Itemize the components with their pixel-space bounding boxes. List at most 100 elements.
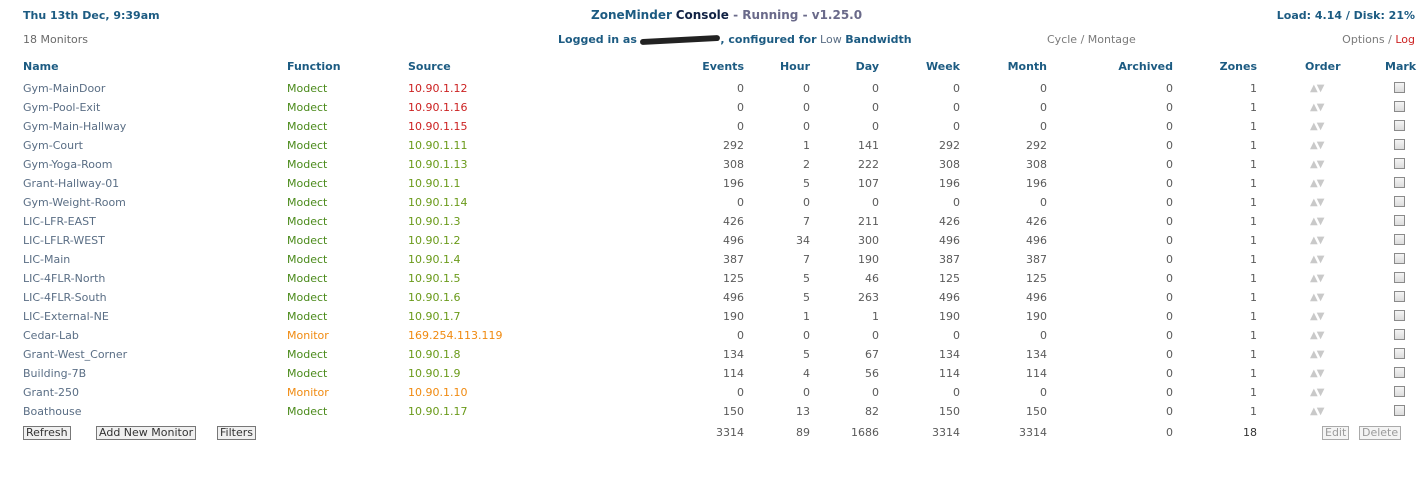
- cell-month[interactable]: 0: [1040, 329, 1047, 342]
- cell-hour[interactable]: 0: [803, 196, 810, 209]
- total-week[interactable]: 3314: [932, 426, 960, 439]
- cell-events[interactable]: 190: [723, 310, 744, 323]
- cell-month[interactable]: 150: [1026, 405, 1047, 418]
- edit-button[interactable]: Edit: [1322, 426, 1350, 440]
- cell-month[interactable]: 125: [1026, 272, 1047, 285]
- mark-checkbox[interactable]: [1394, 348, 1405, 359]
- cell-events[interactable]: 196: [723, 177, 744, 190]
- cell-hour[interactable]: 5: [803, 272, 810, 285]
- monitor-name-link[interactable]: LIC-LFLR-WEST: [23, 234, 105, 247]
- monitor-function-link[interactable]: Modect: [287, 196, 328, 209]
- cell-day[interactable]: 82: [865, 405, 879, 418]
- total-hour[interactable]: 89: [796, 426, 810, 439]
- cell-hour[interactable]: 0: [803, 82, 810, 95]
- cell-zones[interactable]: 1: [1250, 196, 1257, 209]
- cell-archived[interactable]: 0: [1166, 82, 1173, 95]
- cell-day[interactable]: 1: [872, 310, 879, 323]
- version-link[interactable]: v1.25.0: [811, 8, 863, 22]
- cell-zones[interactable]: 1: [1250, 329, 1257, 342]
- add-new-monitor-button[interactable]: Add New Monitor: [96, 426, 197, 440]
- monitor-name-link[interactable]: LIC-4FLR-North: [23, 272, 106, 285]
- monitor-name-link[interactable]: Cedar-Lab: [23, 329, 79, 342]
- mark-checkbox[interactable]: [1394, 139, 1405, 150]
- cell-day[interactable]: 263: [858, 291, 879, 304]
- monitor-name-link[interactable]: Gym-Pool-Exit: [23, 101, 101, 114]
- mark-checkbox[interactable]: [1394, 158, 1405, 169]
- mark-checkbox[interactable]: [1394, 120, 1405, 131]
- cell-week[interactable]: 196: [939, 177, 960, 190]
- cell-day[interactable]: 107: [858, 177, 879, 190]
- order-arrows[interactable]: ▲▼: [1310, 387, 1324, 398]
- cell-day[interactable]: 0: [872, 386, 879, 399]
- cell-zones[interactable]: 1: [1250, 234, 1257, 247]
- monitor-function-link[interactable]: Modect: [287, 291, 328, 304]
- run-state-link[interactable]: Running: [742, 8, 799, 22]
- cell-hour[interactable]: 0: [803, 329, 810, 342]
- monitor-source-link[interactable]: 169.254.113.119: [408, 329, 503, 342]
- cycle-link[interactable]: Cycle: [1047, 33, 1078, 46]
- order-arrows[interactable]: ▲▼: [1310, 159, 1324, 170]
- cell-archived[interactable]: 0: [1166, 386, 1173, 399]
- cell-zones[interactable]: 1: [1250, 139, 1257, 152]
- monitor-source-link[interactable]: 10.90.1.4: [408, 253, 461, 266]
- cell-week[interactable]: 0: [953, 196, 960, 209]
- cell-day[interactable]: 0: [872, 196, 879, 209]
- cell-month[interactable]: 0: [1040, 82, 1047, 95]
- monitor-name-link[interactable]: Gym-Main-Hallway: [23, 120, 127, 133]
- monitor-function-link[interactable]: Modect: [287, 348, 328, 361]
- cell-archived[interactable]: 0: [1166, 101, 1173, 114]
- cell-zones[interactable]: 1: [1250, 101, 1257, 114]
- monitor-source-link[interactable]: 10.90.1.13: [408, 158, 468, 171]
- mark-checkbox[interactable]: [1394, 253, 1405, 264]
- total-archived[interactable]: 0: [1166, 426, 1173, 439]
- mark-checkbox[interactable]: [1394, 329, 1405, 340]
- monitor-source-link[interactable]: 10.90.1.12: [408, 82, 468, 95]
- mark-checkbox[interactable]: [1394, 196, 1405, 207]
- cell-zones[interactable]: 1: [1250, 405, 1257, 418]
- cell-archived[interactable]: 0: [1166, 196, 1173, 209]
- order-arrows[interactable]: ▲▼: [1310, 140, 1324, 151]
- cell-week[interactable]: 308: [939, 158, 960, 171]
- cell-month[interactable]: 496: [1026, 234, 1047, 247]
- cell-events[interactable]: 0: [737, 386, 744, 399]
- monitor-source-link[interactable]: 10.90.1.11: [408, 139, 468, 152]
- cell-archived[interactable]: 0: [1166, 215, 1173, 228]
- cell-zones[interactable]: 1: [1250, 348, 1257, 361]
- cell-zones[interactable]: 1: [1250, 215, 1257, 228]
- cell-week[interactable]: 0: [953, 101, 960, 114]
- cell-hour[interactable]: 5: [803, 177, 810, 190]
- cell-hour[interactable]: 1: [803, 139, 810, 152]
- cell-month[interactable]: 0: [1040, 120, 1047, 133]
- order-arrows[interactable]: ▲▼: [1310, 83, 1324, 94]
- order-arrows[interactable]: ▲▼: [1310, 235, 1324, 246]
- cell-hour[interactable]: 2: [803, 158, 810, 171]
- mark-checkbox[interactable]: [1394, 310, 1405, 321]
- cell-hour[interactable]: 5: [803, 291, 810, 304]
- monitor-source-link[interactable]: 10.90.1.1: [408, 177, 461, 190]
- cell-week[interactable]: 387: [939, 253, 960, 266]
- cell-week[interactable]: 496: [939, 234, 960, 247]
- monitor-function-link[interactable]: Modect: [287, 177, 328, 190]
- monitor-source-link[interactable]: 10.90.1.3: [408, 215, 461, 228]
- monitor-source-link[interactable]: 10.90.1.2: [408, 234, 461, 247]
- cell-hour[interactable]: 7: [803, 253, 810, 266]
- cell-week[interactable]: 190: [939, 310, 960, 323]
- order-arrows[interactable]: ▲▼: [1310, 273, 1324, 284]
- cell-week[interactable]: 0: [953, 82, 960, 95]
- cell-week[interactable]: 114: [939, 367, 960, 380]
- cell-day[interactable]: 0: [872, 101, 879, 114]
- cell-archived[interactable]: 0: [1166, 139, 1173, 152]
- monitor-function-link[interactable]: Modect: [287, 215, 328, 228]
- monitor-name-link[interactable]: Boathouse: [23, 405, 82, 418]
- cell-events[interactable]: 0: [737, 196, 744, 209]
- monitor-name-link[interactable]: LIC-Main: [23, 253, 71, 266]
- cell-archived[interactable]: 0: [1166, 367, 1173, 380]
- mark-checkbox[interactable]: [1394, 82, 1405, 93]
- cell-hour[interactable]: 0: [803, 120, 810, 133]
- cell-archived[interactable]: 0: [1166, 177, 1173, 190]
- refresh-button[interactable]: Refresh: [23, 426, 71, 440]
- monitor-function-link[interactable]: Modect: [287, 310, 328, 323]
- cell-hour[interactable]: 7: [803, 215, 810, 228]
- monitor-source-link[interactable]: 10.90.1.14: [408, 196, 468, 209]
- order-arrows[interactable]: ▲▼: [1310, 178, 1324, 189]
